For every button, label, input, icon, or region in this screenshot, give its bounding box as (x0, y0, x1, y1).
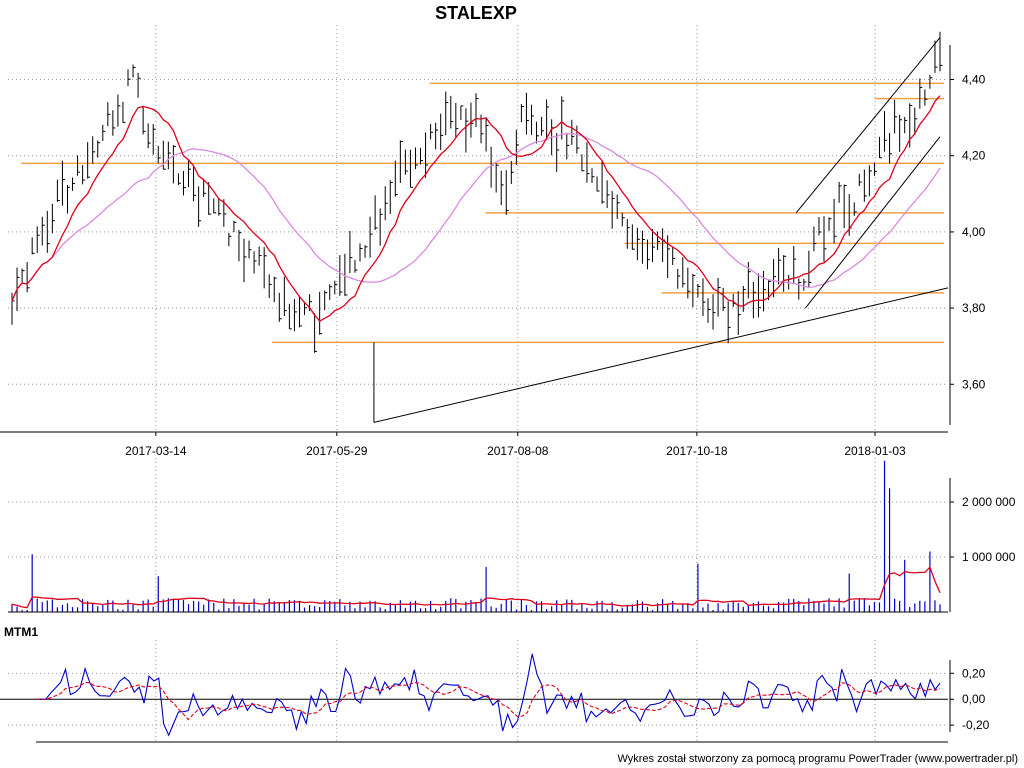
price-grid (8, 25, 948, 430)
y-tick-label-2: 4,00 (962, 225, 986, 239)
volume-average (11, 566, 941, 609)
channel-lower-line (805, 136, 941, 309)
price-bars (11, 31, 943, 353)
mtm-y-tick-label-0: -0,20 (962, 718, 990, 732)
price-axes: 2017-03-14 2017-05-29 2017-08-08 2017-10-18… (0, 45, 986, 458)
channel-upper-line (795, 37, 941, 214)
volume-average-line (11, 566, 941, 609)
volume-axes: 1 000 000 2 000 000 (8, 478, 1016, 613)
x-tick-label-0: 2017-03-14 (125, 444, 187, 458)
x-tick-label-2: 2017-08-08 (487, 444, 549, 458)
y-tick-label-4: 4,40 (962, 73, 986, 87)
momentum-line (36, 653, 941, 737)
momentum-label: MTM1 (4, 625, 38, 639)
trendline-support (373, 287, 949, 423)
x-tick-label-4: 2018-01-03 (844, 444, 906, 458)
mtm-y-tick-label-2: 0,20 (962, 666, 986, 680)
trendlines (373, 37, 949, 423)
momentum-axes: -0,20 0,00 0,20 (36, 660, 990, 743)
momentum-signal-line (36, 681, 941, 721)
vol-y-tick-label-1: 2 000 000 (962, 495, 1016, 509)
y-tick-label-0: 3,60 (962, 377, 986, 391)
price-panel: 2017-03-14 2017-05-29 2017-08-08 2017-10-18… (0, 3, 986, 458)
x-tick-label-1: 2017-05-29 (306, 444, 368, 458)
moving-averages (11, 95, 941, 323)
moving-average-long-line (11, 132, 941, 302)
y-tick-label-3: 4,20 (962, 149, 986, 163)
moving-average-short-line (11, 95, 941, 323)
momentum-panel: -0,20 0,00 0,20 MTM1 (0, 625, 990, 743)
momentum-grid (0, 640, 948, 742)
mtm-y-tick-label-1: 0,00 (962, 692, 986, 706)
volume-panel: 1 000 000 2 000 000 (8, 458, 1016, 613)
vol-y-tick-label-0: 1 000 000 (962, 550, 1016, 564)
y-tick-label-1: 3,80 (962, 301, 986, 315)
momentum-lines (36, 653, 941, 737)
x-tick-label-3: 2017-10-18 (666, 444, 728, 458)
volume-bars (11, 460, 941, 612)
volume-grid (8, 458, 948, 612)
support-resistance-lines (21, 82, 944, 344)
chart-title: STALEXP (435, 3, 517, 23)
footer-credit: Wykres został stworzony za pomocą progra… (617, 753, 1018, 765)
